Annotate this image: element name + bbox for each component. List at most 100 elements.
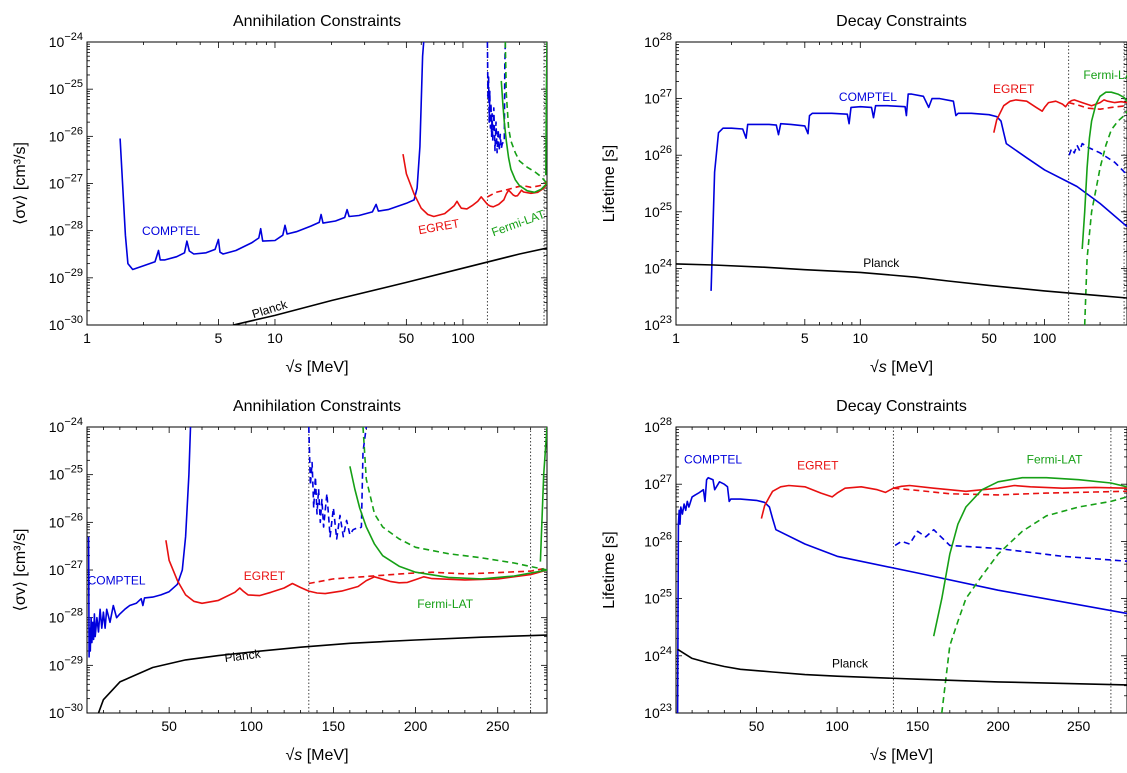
plot-area: COMPTEL EGRET Fermi-LAT Planck	[119, 42, 548, 325]
x-tick-label: 10	[853, 330, 869, 346]
y-tick-label: 10−30	[49, 314, 83, 333]
chart-title: Annihilation Constraints	[233, 398, 401, 415]
y-tick-label: 10−26	[49, 511, 83, 530]
plot-frame	[86, 41, 548, 326]
x-tick-label: 50	[981, 330, 997, 346]
comptel-label: COMPTEL	[88, 573, 146, 587]
egret-curve	[760, 484, 1127, 519]
y-tick-label: 1025	[644, 588, 672, 607]
fermi-label: Fermi-LAT	[490, 207, 548, 239]
y-tick-label: 10−24	[49, 416, 83, 435]
y-tick-label: 1024	[644, 645, 672, 664]
egret-curve-dashed	[308, 567, 547, 585]
x-tick-label: 100	[1033, 330, 1057, 346]
egret-curve	[402, 153, 547, 218]
y-tick-label: 1024	[644, 257, 672, 276]
comptel-curve	[119, 42, 425, 271]
planck-label: Planck	[832, 657, 869, 671]
y-tick-label: 10−29	[49, 267, 83, 286]
y-tick-label: 10−27	[49, 173, 83, 192]
comptel-curve-dashed	[308, 427, 368, 540]
comptel-curve-dashed	[894, 528, 1127, 562]
x-tick-label: 250	[486, 718, 510, 734]
planck-curve	[676, 263, 1127, 299]
comptel-label: COMPTEL	[839, 90, 897, 104]
plot-frame	[675, 41, 1127, 326]
y-axis-label: ⟨σv⟩ [cm³/s]	[12, 529, 29, 612]
plot-area: COMPTEL EGRET Fermi-LAT Planck	[88, 427, 547, 713]
y-tick-label: 1027	[644, 88, 672, 107]
chart-title: Decay Constraints	[836, 398, 967, 415]
y-tick-label: 10−24	[49, 31, 83, 50]
egret-curve-dashed	[893, 487, 1127, 496]
fermi-curve-dashed	[504, 42, 547, 185]
y-tick-label: 10−28	[49, 607, 83, 626]
comptel-curve	[710, 93, 1127, 291]
x-tick-label: 100	[240, 718, 264, 734]
y-tick-label: 1028	[644, 31, 672, 50]
comptel-label: COMPTEL	[142, 224, 200, 238]
y-tick-label: 10−26	[49, 125, 83, 144]
x-tick-label: 200	[404, 718, 428, 734]
y-tick-label: 10−25	[49, 464, 83, 483]
y-axis: 1023 1024 1025 1026 1027 1028	[644, 416, 1127, 721]
egret-label: EGRET	[417, 216, 461, 237]
comptel-label: COMPTEL	[684, 453, 742, 467]
fermi-curve	[349, 466, 547, 580]
y-axis-label: ⟨σv⟩ [cm³/s]	[12, 142, 29, 225]
x-tick-label: 10	[267, 330, 283, 346]
y-axis-label: Lifetime [s]	[601, 531, 618, 608]
fermi-label: Fermi-LAT	[1027, 453, 1083, 467]
egret-curve-dashed	[487, 180, 547, 198]
x-tick-label: 100	[825, 718, 849, 734]
x-tick-label: 150	[906, 718, 930, 734]
y-tick-label: 1027	[644, 473, 672, 492]
x-axis: 1 5 10 50 100	[83, 42, 520, 346]
planck-label: Planck	[863, 256, 900, 270]
fermi-curve	[1081, 91, 1127, 250]
y-tick-label: 10−30	[49, 702, 83, 721]
y-tick-label: 10−28	[49, 220, 83, 239]
y-tick-label: 1025	[644, 201, 672, 220]
plot-area: COMPTEL EGRET Fermi-LAT Planck	[676, 42, 1127, 325]
egret-label: EGRET	[993, 82, 1035, 96]
x-tick-label: 100	[451, 330, 475, 346]
comptel-curve-dashed	[486, 42, 507, 154]
comptel-curve	[676, 476, 1127, 713]
comptel-curve-dashed	[1068, 142, 1127, 176]
planck-curve	[97, 634, 547, 713]
x-axis: 50 100 150 200 250	[103, 427, 531, 734]
x-tick-label: 5	[801, 330, 809, 346]
y-tick-label: 10−25	[49, 78, 83, 97]
x-axis-label: √s [MeV]	[285, 747, 348, 764]
chart-title: Decay Constraints	[836, 13, 967, 30]
y-tick-label: 10−27	[49, 559, 83, 578]
fermi-curve	[539, 427, 547, 562]
fermi-curve-dashed	[1083, 110, 1127, 325]
x-tick-label: 200	[986, 718, 1010, 734]
x-tick-label: 50	[399, 330, 415, 346]
y-tick-label: 10−29	[49, 654, 83, 673]
y-tick-label: 1023	[644, 702, 672, 721]
planck-label: Planck	[250, 297, 289, 321]
planck-curve	[677, 648, 1127, 686]
y-tick-label: 1023	[644, 314, 672, 333]
x-tick-label: 150	[322, 718, 346, 734]
plot-area: COMPTEL EGRET Fermi-LAT Planck	[676, 427, 1127, 713]
fermi-label: Fermi-LAT	[417, 597, 473, 611]
y-axis: 10−30 10−29 10−28 10−27 10−26 10−25 10−24	[49, 31, 547, 333]
x-tick-label: 250	[1067, 718, 1091, 734]
x-axis: 1 5 10 50 100	[672, 42, 1101, 346]
x-tick-label: 5	[214, 330, 222, 346]
fermi-curve	[932, 476, 1127, 637]
y-axis-label: Lifetime [s]	[601, 145, 618, 222]
fermi-curve	[545, 42, 547, 176]
y-tick-label: 1026	[644, 144, 672, 163]
egret-curve	[165, 540, 547, 605]
y-axis: 10−30 10−29 10−28 10−27 10−26 10−25 10−24	[49, 416, 547, 721]
fermi-curve-dashed	[362, 427, 547, 571]
x-axis-label: √s [MeV]	[870, 747, 933, 764]
